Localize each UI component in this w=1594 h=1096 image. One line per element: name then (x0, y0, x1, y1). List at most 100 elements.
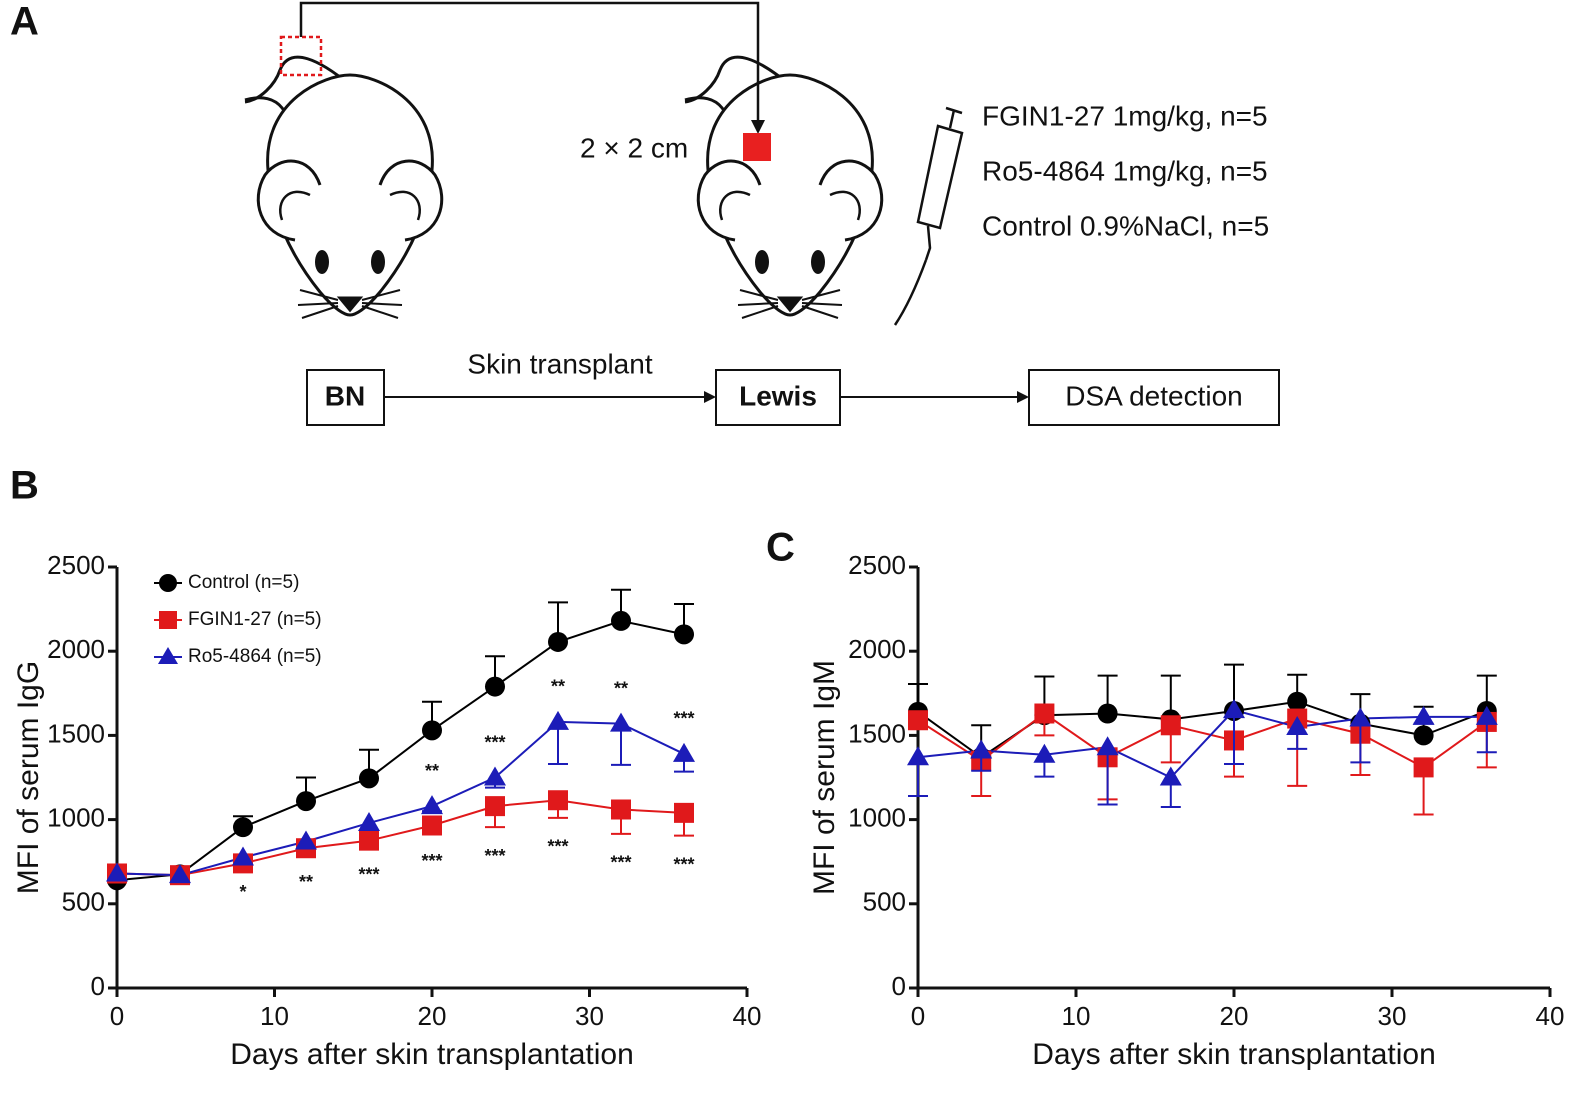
point (484, 766, 506, 786)
x-tick-label: 30 (575, 1001, 604, 1031)
treatment: FGIN1-27 1mg/kg, n=5 (982, 100, 1268, 131)
box (306, 369, 385, 426)
series-line (116, 619, 685, 882)
y-tick-label: 1500 (848, 718, 906, 748)
transfer-line (299, 1, 760, 125)
point (548, 631, 568, 652)
significance: *** (610, 853, 631, 873)
legend-label: Ro5-4864 (n=5) (188, 646, 322, 667)
recipient-mouse (683, 55, 884, 320)
point (1287, 691, 1308, 712)
y-tick-label: 1000 (47, 802, 105, 832)
point (674, 802, 694, 823)
point (1349, 707, 1372, 727)
significance: ** (425, 761, 439, 781)
point (1412, 705, 1435, 725)
graft-site (279, 35, 323, 77)
point (673, 742, 695, 762)
graft (743, 133, 771, 161)
significance: *** (358, 864, 379, 884)
x-tick-label: 10 (260, 1001, 289, 1031)
error-bar (1224, 710, 1244, 766)
error-bar (1097, 747, 1118, 806)
point (1159, 766, 1182, 786)
x-tick-label: 40 (1536, 1001, 1565, 1031)
point (295, 830, 317, 850)
y-axis-title: MFI of serum IgM (808, 660, 841, 895)
legend-marker (158, 647, 178, 664)
point (1475, 705, 1498, 725)
y-tick-label: 1000 (848, 802, 906, 832)
point (1034, 703, 1055, 724)
syringe (893, 106, 964, 326)
y-tick-label: 2500 (848, 550, 906, 580)
series-line (917, 700, 1488, 759)
x-tick-label: 0 (110, 1001, 124, 1031)
x-axis-title: Days after skin transplantation (230, 1038, 634, 1071)
point (547, 710, 569, 730)
significance: ** (299, 872, 313, 892)
recipient-label: Lewis (739, 380, 817, 411)
point (1033, 743, 1056, 763)
point (233, 817, 253, 838)
point (908, 710, 928, 731)
x-tick-label: 0 (911, 1001, 925, 1031)
legend-label: FGIN1-27 (n=5) (188, 609, 322, 630)
y-tick-label: 2000 (47, 634, 105, 664)
x-tick-label: 20 (418, 1001, 447, 1031)
panel-label: B (10, 464, 39, 508)
legend-marker (159, 574, 177, 592)
significance: *** (673, 854, 694, 874)
point (610, 712, 632, 732)
y-tick-label: 2500 (47, 550, 105, 580)
significance: *** (421, 851, 442, 871)
box (715, 369, 841, 426)
legend-marker (159, 611, 177, 629)
point (296, 791, 316, 812)
point (232, 846, 254, 866)
significance: *** (673, 709, 694, 729)
point (106, 862, 128, 882)
point (1097, 703, 1118, 724)
point (1413, 757, 1434, 778)
point (358, 811, 380, 831)
y-tick-label: 0 (892, 971, 906, 1001)
point (1096, 736, 1119, 756)
significance: *** (484, 846, 505, 866)
point (674, 624, 694, 645)
x-tick-label: 10 (1062, 1001, 1091, 1031)
significance: * (239, 882, 246, 902)
x-tick-label: 20 (1220, 1001, 1249, 1031)
y-tick-label: 500 (62, 887, 105, 917)
treatment: Ro5-4864 1mg/kg, n=5 (982, 155, 1268, 186)
panel-label: A (10, 0, 39, 44)
significance: *** (547, 837, 568, 857)
point (548, 790, 568, 811)
point (1286, 715, 1309, 735)
legend-label: Control (n=5) (188, 572, 299, 593)
significance: ** (551, 677, 565, 697)
point (485, 676, 505, 697)
point (907, 746, 929, 766)
point (1223, 699, 1245, 719)
point (359, 768, 379, 789)
series-line (917, 712, 1488, 769)
graft-size: 2 × 2 cm (580, 132, 688, 163)
x-tick-label: 40 (733, 1001, 762, 1031)
y-tick-label: 1500 (47, 718, 105, 748)
donor-label: BN (325, 380, 365, 411)
donor-mouse (243, 55, 444, 320)
y-axis-title: MFI of serum IgG (12, 661, 45, 894)
point (1160, 715, 1181, 736)
significance: ** (614, 678, 628, 698)
point (1413, 725, 1434, 746)
point (485, 796, 505, 817)
y-tick-label: 0 (91, 971, 105, 1001)
x-axis-title: Days after skin transplantation (1032, 1038, 1436, 1071)
treatment: Control 0.9%NaCl, n=5 (982, 210, 1269, 241)
point (611, 610, 631, 631)
arrow-label: Skin transplant (467, 348, 652, 379)
point (970, 739, 993, 759)
y-tick-label: 2000 (848, 634, 906, 664)
